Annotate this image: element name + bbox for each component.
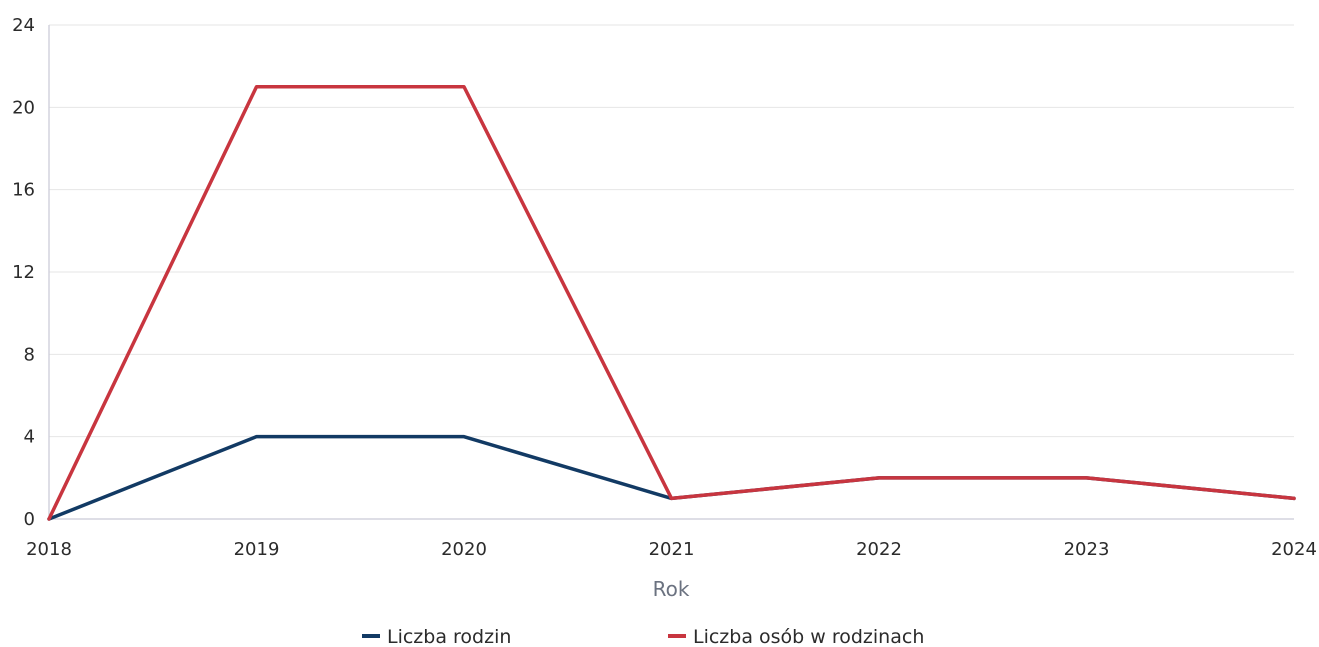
x-tick-label: 2021 bbox=[649, 539, 695, 560]
y-tick-label: 20 bbox=[12, 97, 35, 118]
y-tick-label: 12 bbox=[12, 262, 35, 283]
x-tick-label: 2024 bbox=[1271, 539, 1317, 560]
y-tick-label: 24 bbox=[12, 15, 35, 36]
y-tick-label: 0 bbox=[24, 509, 35, 530]
x-tick-label: 2023 bbox=[1064, 539, 1110, 560]
x-tick-label: 2020 bbox=[441, 539, 487, 560]
series-line-1 bbox=[47, 85, 1296, 521]
y-tick-label: 16 bbox=[12, 180, 35, 201]
legend: Liczba rodzin Liczba osób w rodzinach bbox=[362, 626, 924, 647]
y-tick-label: 8 bbox=[24, 344, 35, 365]
legend-label-0: Liczba rodzin bbox=[387, 626, 511, 647]
y-tick-label: 4 bbox=[24, 427, 35, 448]
x-axis-title: Rok bbox=[653, 577, 690, 601]
series-line-0 bbox=[47, 434, 1296, 521]
x-tick-label: 2022 bbox=[856, 539, 902, 560]
x-tick-label: 2019 bbox=[234, 539, 280, 560]
y-tick-labels: 0 4 8 12 16 20 24 bbox=[12, 15, 35, 530]
legend-label-1: Liczba osób w rodzinach bbox=[693, 626, 924, 647]
series-lines bbox=[47, 85, 1296, 521]
x-tick-label: 2018 bbox=[26, 539, 72, 560]
grid-lines bbox=[49, 24, 1294, 438]
x-tick-labels: 2018 2019 2020 2021 2022 2023 2024 bbox=[26, 539, 1317, 560]
axes bbox=[48, 25, 1294, 520]
